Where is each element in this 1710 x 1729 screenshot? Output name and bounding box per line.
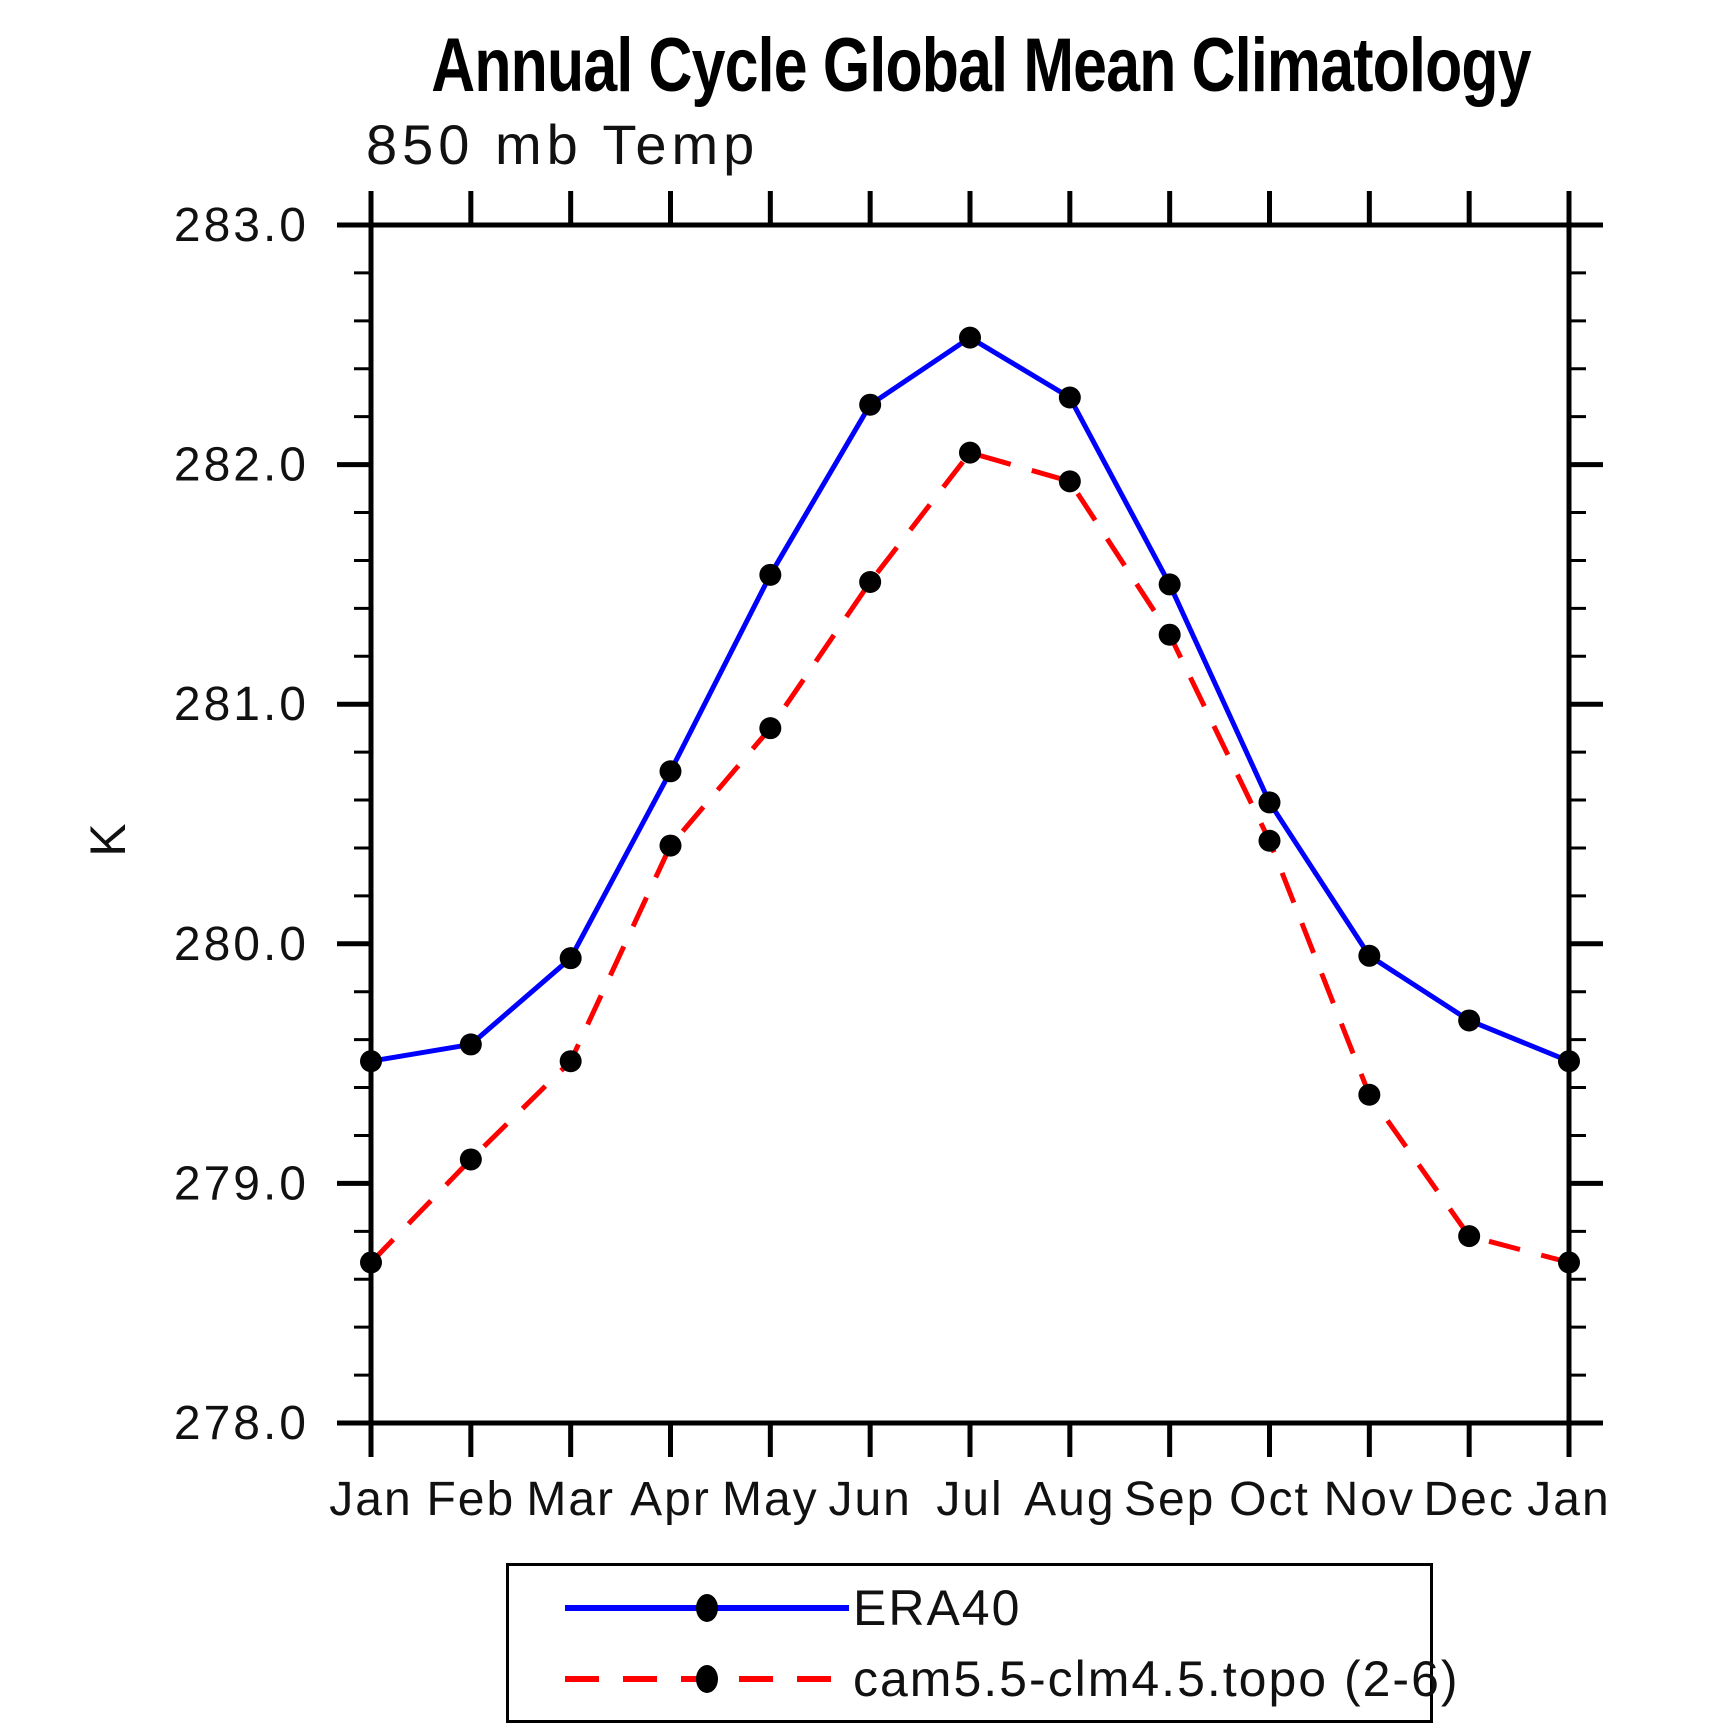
- y-tick-label: 280.0: [174, 918, 309, 971]
- data-point-marker: [759, 717, 782, 740]
- x-tick-label: Sep: [1124, 1473, 1215, 1526]
- y-axis-title: K: [80, 823, 136, 856]
- chart-subtitle: 850 mb Temp: [366, 113, 760, 176]
- y-tick-label: 278.0: [174, 1397, 309, 1450]
- series-line-cam5-5-clm4-5-topo-2-6-: [369, 450, 1570, 1265]
- y-tick-label: 281.0: [174, 678, 309, 731]
- data-point-marker: [1558, 1050, 1580, 1073]
- data-point-marker: [659, 760, 682, 783]
- data-point-marker: [360, 1050, 382, 1073]
- x-tick-label: Apr: [630, 1473, 711, 1526]
- data-point-marker: [959, 441, 981, 464]
- data-point-marker: [1558, 1251, 1580, 1274]
- legend-item-era40: ERA40: [561, 1578, 1430, 1638]
- chart-title: Annual Cycle Global Mean Climatology: [431, 23, 1531, 108]
- data-point-marker: [859, 571, 882, 594]
- x-tick-label: May: [722, 1473, 819, 1526]
- data-point-marker: [759, 563, 782, 586]
- data-point-marker: [459, 1033, 482, 1056]
- data-point-marker: [1158, 623, 1181, 646]
- x-tick-label: Aug: [1024, 1473, 1115, 1526]
- data-point-marker: [459, 1148, 482, 1171]
- legend-label-era40: ERA40: [853, 1579, 1022, 1636]
- x-tick-label: Dec: [1423, 1473, 1514, 1526]
- data-point-marker: [1458, 1009, 1481, 1032]
- data-point-marker: [1058, 386, 1081, 409]
- data-point-marker: [1458, 1225, 1481, 1248]
- legend: ERA40 cam5.5-clm4.5.topo (2-6): [506, 1563, 1458, 1723]
- data-point-marker: [559, 1050, 582, 1073]
- data-point-marker: [1158, 573, 1181, 596]
- data-point-marker: [659, 834, 682, 857]
- legend-label-cam: cam5.5-clm4.5.topo (2-6): [853, 1650, 1460, 1707]
- cam-line-sample-icon: [565, 1664, 849, 1693]
- x-tick-label: Jan: [329, 1473, 412, 1526]
- data-point-marker: [1358, 1083, 1381, 1106]
- x-tick-label: Oct: [1229, 1473, 1310, 1526]
- era40-line-sample-icon: [565, 1593, 849, 1622]
- x-tick-label: Mar: [526, 1473, 615, 1526]
- data-point-marker: [1358, 944, 1381, 967]
- data-point-marker: [859, 393, 882, 416]
- data-point-marker: [959, 326, 981, 349]
- x-tick-label: Nov: [1324, 1473, 1415, 1526]
- x-tick-label: Jun: [828, 1473, 911, 1526]
- data-point-marker: [1058, 470, 1081, 493]
- legend-item-cam: cam5.5-clm4.5.topo (2-6): [561, 1649, 1458, 1709]
- y-tick-label: 283.0: [174, 199, 309, 252]
- y-tick-label: 282.0: [174, 439, 309, 492]
- x-tick-label: Jul: [936, 1473, 1003, 1526]
- data-point-marker: [360, 1251, 382, 1274]
- y-tick-label: 279.0: [174, 1157, 309, 1210]
- data-point-marker: [1258, 791, 1281, 814]
- data-point-marker: [559, 947, 582, 970]
- x-tick-label: Feb: [426, 1473, 515, 1526]
- x-tick-label: Jan: [1527, 1473, 1610, 1526]
- data-point-marker: [1258, 829, 1281, 852]
